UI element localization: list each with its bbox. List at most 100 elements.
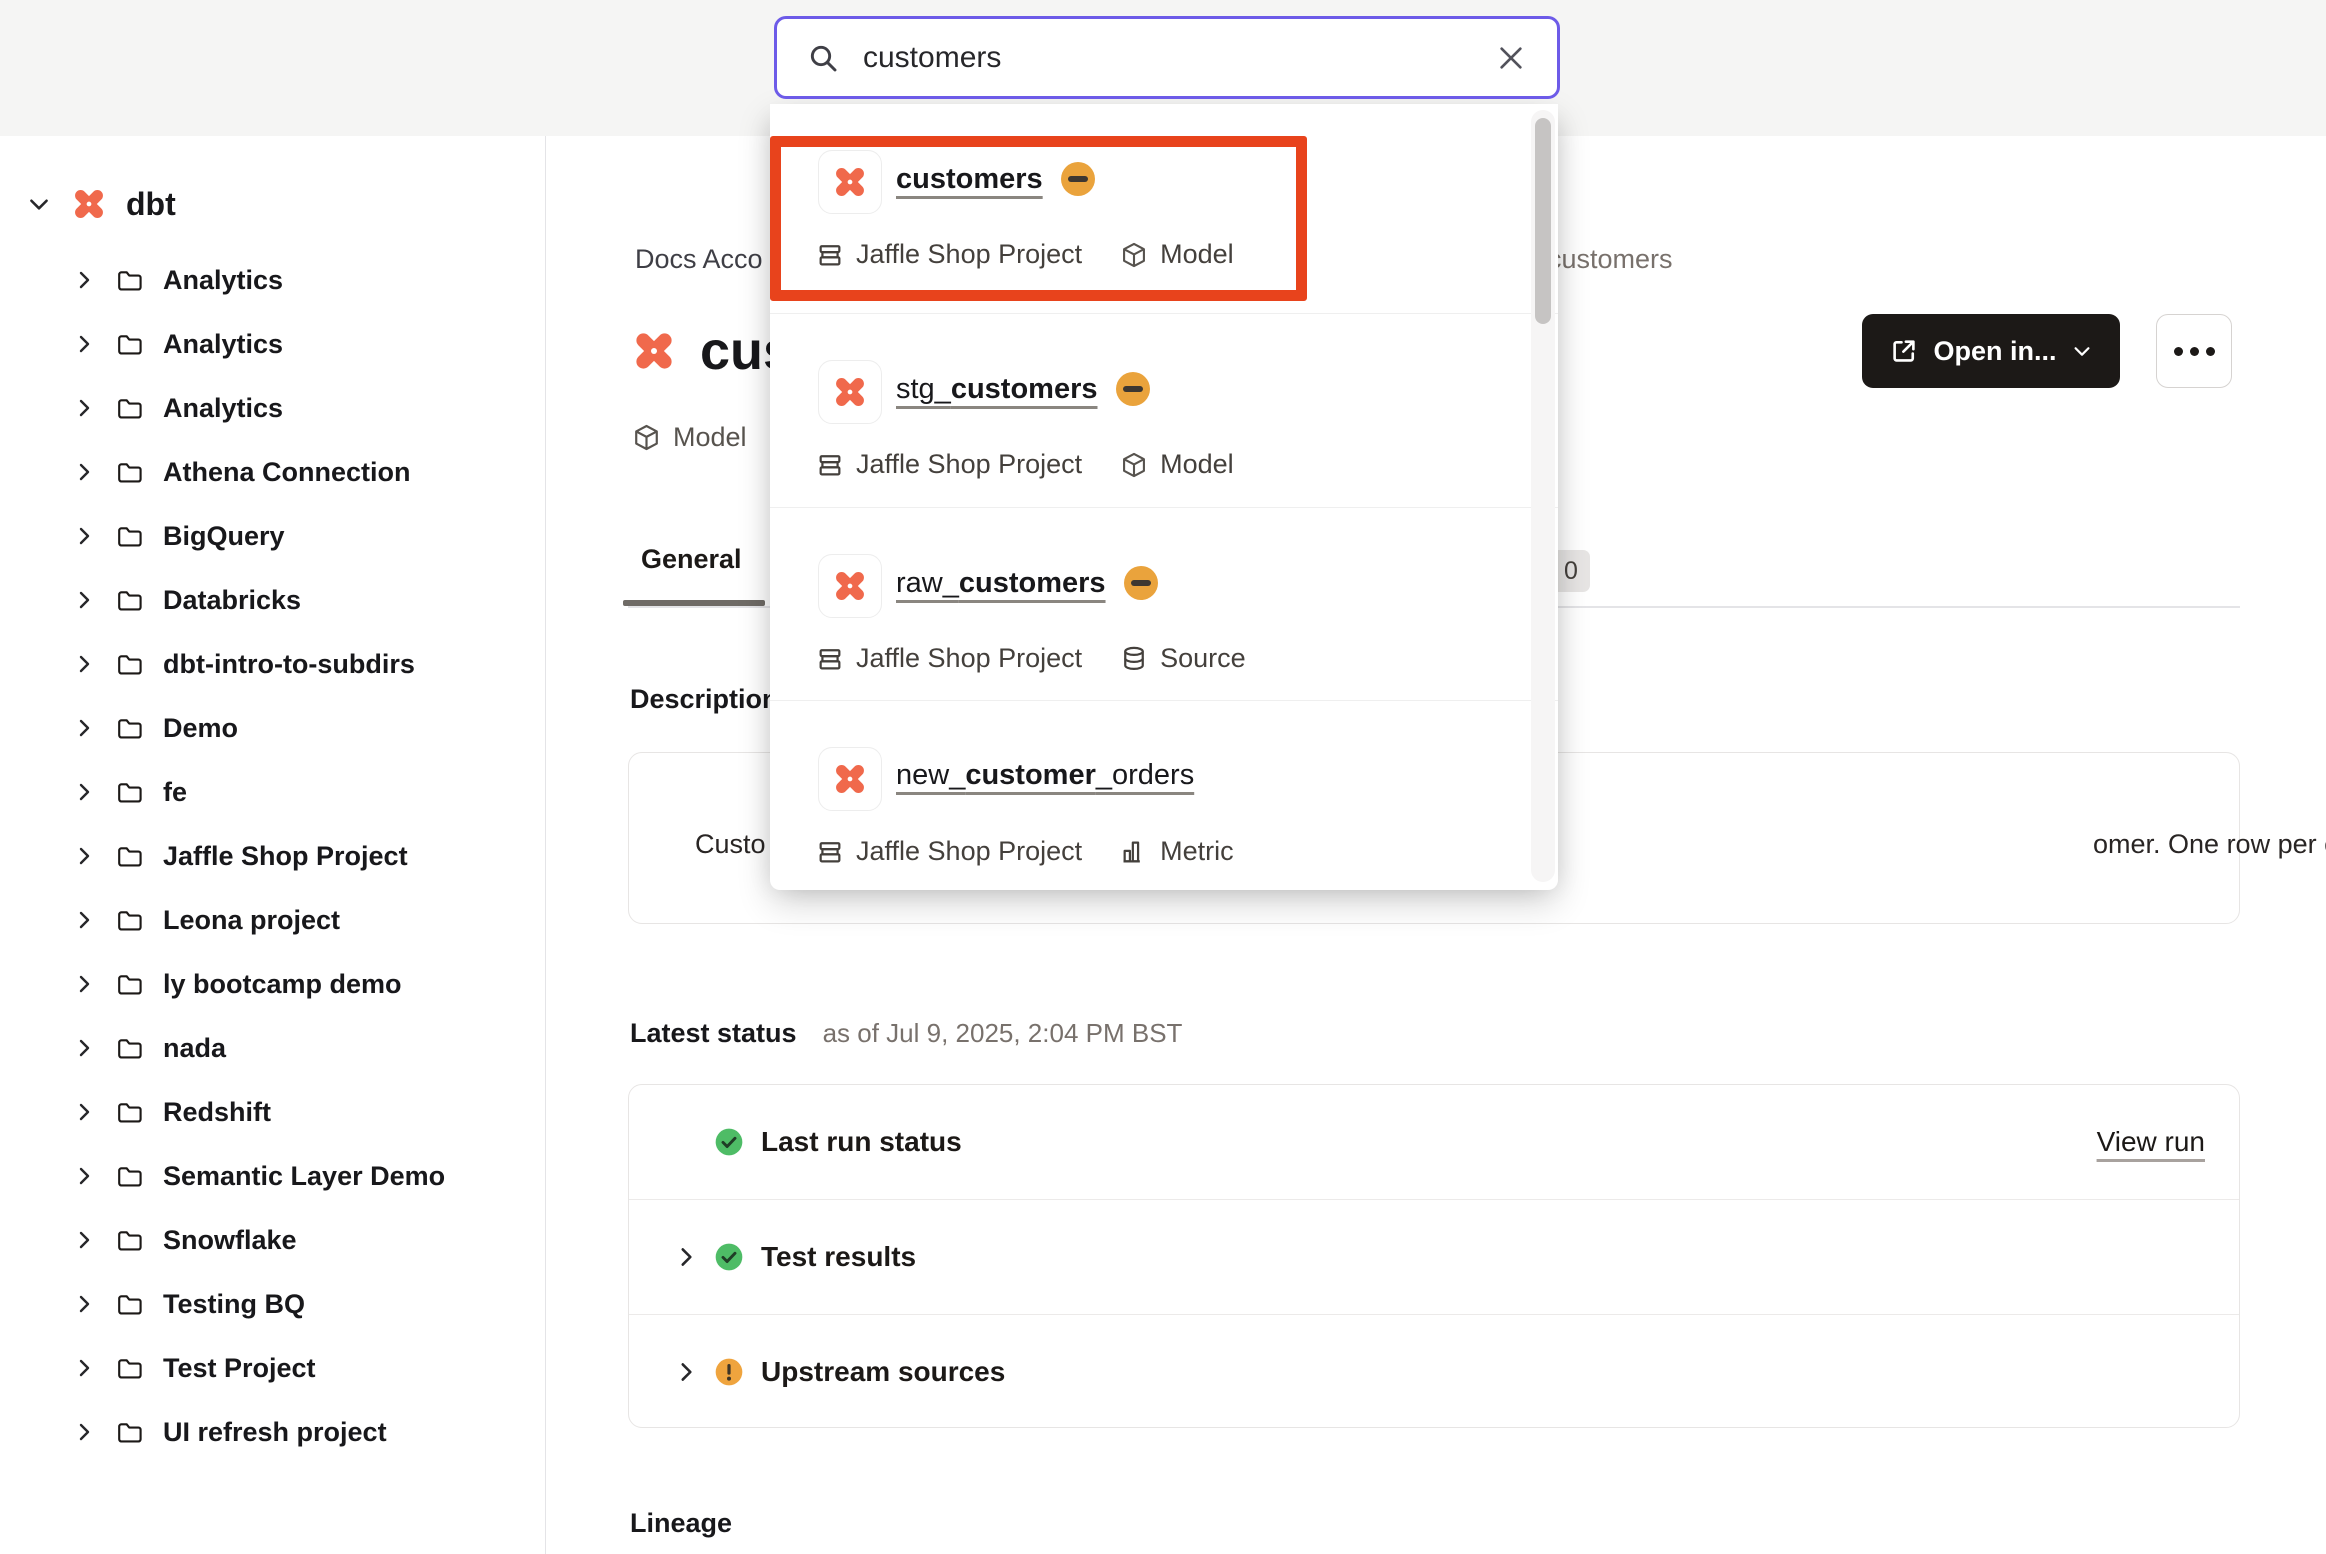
- sidebar-item-semantic-layer-demo[interactable]: Semantic Layer Demo: [0, 1144, 545, 1208]
- search-result-new-customer-orders[interactable]: new_customer_orders Jaffle Shop Project …: [770, 700, 1558, 890]
- result-meta: Jaffle Shop Project Source: [816, 643, 1246, 674]
- success-check-icon: [713, 1241, 745, 1273]
- sidebar-item-leona-project[interactable]: Leona project: [0, 888, 545, 952]
- folder-icon: [116, 1291, 143, 1318]
- folder-icon: [116, 1035, 143, 1062]
- folder-icon: [116, 1163, 143, 1190]
- search-result-stg-customers[interactable]: stg_customers Jaffle Shop Project Model: [770, 313, 1558, 507]
- folder-icon: [116, 1099, 143, 1126]
- result-name[interactable]: customers: [896, 162, 1043, 195]
- sidebar-item-testing-bq[interactable]: Testing BQ: [0, 1272, 545, 1336]
- chevron-right-icon[interactable]: [673, 1359, 699, 1385]
- global-search-bar[interactable]: [774, 16, 1560, 99]
- upstream-sources-row[interactable]: Upstream sources: [629, 1314, 2239, 1428]
- dbt-logo-tile: [818, 554, 882, 618]
- result-meta: Jaffle Shop Project Model: [816, 239, 1234, 270]
- chevron-right-icon[interactable]: [72, 1228, 96, 1252]
- sidebar-item-nada[interactable]: nada: [0, 1016, 545, 1080]
- result-meta: Jaffle Shop Project Metric: [816, 836, 1234, 867]
- sidebar-item-ly-bootcamp-demo[interactable]: ly bootcamp demo: [0, 952, 545, 1016]
- search-result-raw-customers[interactable]: raw_customers Jaffle Shop Project Source: [770, 507, 1558, 700]
- latest-status-card: Last run status View run Test results Up…: [628, 1084, 2240, 1428]
- chevron-right-icon[interactable]: [72, 1036, 96, 1060]
- chevron-right-icon[interactable]: [673, 1244, 699, 1270]
- sidebar-item-analytics-1[interactable]: Analytics: [0, 248, 545, 312]
- sidebar-item-athena-connection[interactable]: Athena Connection: [0, 440, 545, 504]
- search-results-dropdown: customers Jaffle Shop Project Model stg_…: [770, 104, 1558, 890]
- chevron-right-icon[interactable]: [72, 780, 96, 804]
- folder-icon: [116, 395, 143, 422]
- chevron-right-icon[interactable]: [72, 588, 96, 612]
- sidebar-item-redshift[interactable]: Redshift: [0, 1080, 545, 1144]
- last-run-status-row: Last run status View run: [629, 1085, 2239, 1199]
- search-icon: [807, 42, 839, 74]
- chevron-right-icon[interactable]: [72, 972, 96, 996]
- sidebar-item-bigquery[interactable]: BigQuery: [0, 504, 545, 568]
- search-input[interactable]: [863, 40, 1471, 75]
- stale-badge-icon: [1115, 372, 1150, 406]
- dbt-logo-tile: [818, 360, 882, 424]
- chevron-right-icon[interactable]: [72, 1100, 96, 1124]
- sidebar-project-list: Analytics Analytics Analytics Athena Con…: [0, 248, 545, 1464]
- chevron-right-icon[interactable]: [72, 1292, 96, 1316]
- chevron-right-icon[interactable]: [72, 1164, 96, 1188]
- chevron-down-icon[interactable]: [26, 191, 52, 217]
- dbt-logo-icon: [70, 185, 108, 223]
- search-result-customers[interactable]: customers Jaffle Shop Project Model: [770, 104, 1558, 313]
- latest-status-heading: Latest status: [630, 1018, 797, 1048]
- view-run-link[interactable]: View run: [2096, 1126, 2205, 1157]
- chevron-right-icon[interactable]: [72, 716, 96, 740]
- dropdown-scrollbar-thumb[interactable]: [1535, 118, 1551, 324]
- chevron-right-icon[interactable]: [72, 1356, 96, 1380]
- chevron-right-icon[interactable]: [72, 460, 96, 484]
- sidebar-root-dbt[interactable]: dbt: [0, 176, 545, 232]
- model-cube-icon: [1120, 451, 1148, 479]
- folder-icon: [116, 651, 143, 678]
- chevron-right-icon[interactable]: [72, 652, 96, 676]
- sidebar-item-databricks[interactable]: Databricks: [0, 568, 545, 632]
- chevron-right-icon[interactable]: [72, 524, 96, 548]
- chevron-right-icon[interactable]: [72, 908, 96, 932]
- sidebar-item-snowflake[interactable]: Snowflake: [0, 1208, 545, 1272]
- chevron-right-icon[interactable]: [72, 844, 96, 868]
- dbt-logo-icon: [630, 327, 678, 375]
- chevron-down-icon: [2071, 340, 2093, 362]
- sidebar-item-demo[interactable]: Demo: [0, 696, 545, 760]
- clear-search-icon[interactable]: [1495, 42, 1527, 74]
- result-name[interactable]: stg_customers: [896, 372, 1098, 405]
- latest-status-heading-row: Latest status as of Jul 9, 2025, 2:04 PM…: [630, 1018, 1182, 1049]
- result-name[interactable]: new_customer_orders: [896, 759, 1195, 791]
- success-check-icon: [713, 1126, 745, 1158]
- description-text-fragment-left: Custo: [695, 829, 766, 859]
- test-results-row[interactable]: Test results: [629, 1199, 2239, 1313]
- dbt-logo-tile: [818, 150, 882, 214]
- description-text-fragment-right: omer. One row per customer.: [2093, 829, 2326, 859]
- sidebar-item-jaffle-shop-project[interactable]: Jaffle Shop Project: [0, 824, 545, 888]
- tab-general[interactable]: General: [641, 544, 742, 574]
- open-in-button[interactable]: Open in...: [1862, 314, 2120, 388]
- breadcrumb: Docs Acco: [635, 244, 763, 274]
- chevron-right-icon[interactable]: [72, 268, 96, 292]
- sidebar-root-label: dbt: [126, 185, 176, 222]
- sidebar-item-dbt-intro-to-subdirs[interactable]: dbt-intro-to-subdirs: [0, 632, 545, 696]
- project-archive-icon: [816, 838, 844, 866]
- folder-icon: [116, 267, 143, 294]
- result-name[interactable]: raw_customers: [896, 566, 1106, 599]
- model-cube-icon: [1120, 241, 1148, 269]
- project-archive-icon: [816, 451, 844, 479]
- chevron-right-icon[interactable]: [72, 1420, 96, 1444]
- more-options-button[interactable]: [2156, 314, 2232, 388]
- sidebar-item-analytics-2[interactable]: Analytics: [0, 312, 545, 376]
- chevron-right-icon[interactable]: [72, 332, 96, 356]
- breadcrumb-current: customers: [1548, 244, 1673, 274]
- tab-count-badge: 0: [1552, 550, 1590, 592]
- chevron-right-icon[interactable]: [72, 396, 96, 420]
- folder-icon: [116, 715, 143, 742]
- folder-icon: [116, 779, 143, 806]
- dbt-logo-tile: [818, 747, 882, 811]
- model-cube-icon: [632, 423, 661, 452]
- sidebar-item-ui-refresh-project[interactable]: UI refresh project: [0, 1400, 545, 1464]
- sidebar-item-test-project[interactable]: Test Project: [0, 1336, 545, 1400]
- sidebar-item-fe[interactable]: fe: [0, 760, 545, 824]
- sidebar-item-analytics-3[interactable]: Analytics: [0, 376, 545, 440]
